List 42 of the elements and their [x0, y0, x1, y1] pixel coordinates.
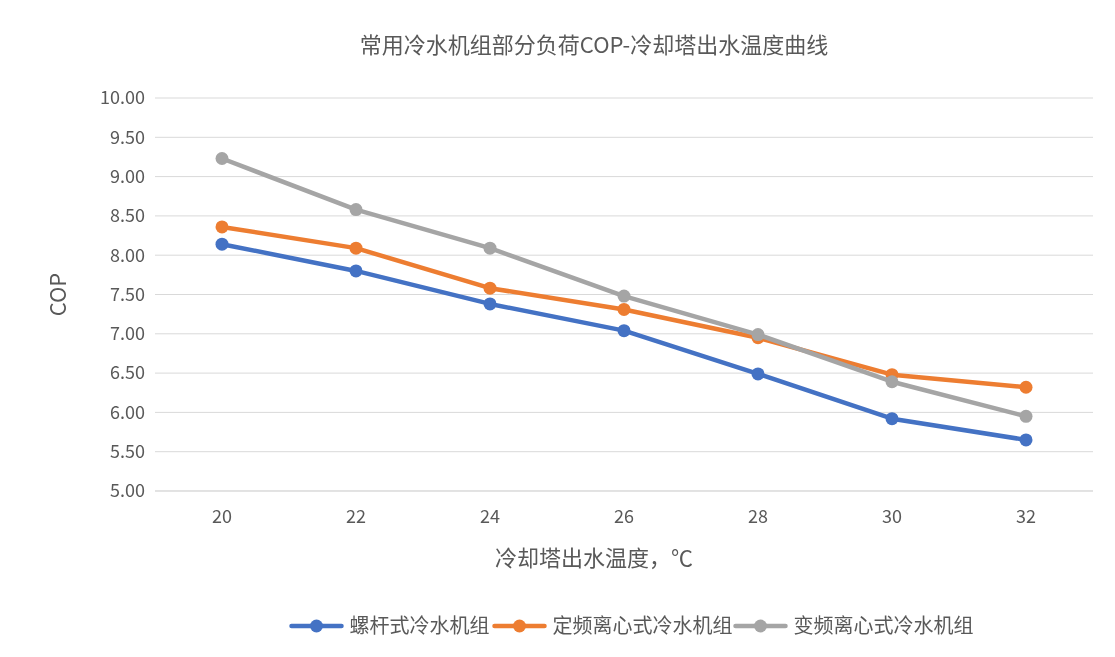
- y-tick-label: 8.50: [110, 201, 145, 228]
- y-tick-label: 5.50: [110, 437, 145, 463]
- y-tick-label: 9.50: [110, 122, 145, 149]
- legend-label: 定频离心式冷水机组: [552, 610, 733, 639]
- x-axis-title: 冷却塔出水温度，℃: [494, 540, 694, 572]
- x-tick-label: 30: [882, 502, 902, 528]
- y-tick-label: 6.00: [110, 397, 145, 424]
- point: [885, 412, 899, 426]
- x-tick-label: 26: [614, 502, 634, 528]
- point: [483, 241, 497, 255]
- point: [617, 324, 631, 338]
- point: [349, 264, 363, 278]
- point: [215, 152, 229, 166]
- y-tick-label: 8.00: [110, 240, 145, 267]
- point: [1019, 433, 1033, 447]
- point: [1019, 380, 1033, 394]
- y-axis-title: COP: [40, 272, 72, 317]
- point: [483, 297, 497, 311]
- y-tick-label: 9.00: [110, 161, 145, 188]
- y-tick-label: 7.00: [110, 319, 145, 346]
- point: [617, 302, 631, 316]
- point: [1019, 409, 1033, 423]
- y-tick-label: 10.00: [100, 83, 146, 110]
- legend-label: 变频离心式冷水机组: [793, 610, 974, 639]
- x-tick-label: 24: [480, 502, 500, 528]
- chart-title: 常用冷水机组部分负荷COP-冷却塔出水温度曲线: [359, 27, 829, 59]
- x-tick-label: 22: [346, 502, 366, 528]
- x-tick-label: 28: [748, 502, 768, 528]
- y-tick-label: 5.00: [110, 476, 145, 503]
- point: [885, 375, 899, 389]
- y-tick-label: 6.50: [110, 358, 145, 385]
- point: [751, 367, 765, 381]
- x-tick-label: 32: [1016, 502, 1036, 528]
- point: [483, 281, 497, 295]
- legend-label: 螺杆式冷水机组: [349, 610, 490, 639]
- point: [617, 289, 631, 303]
- point: [215, 220, 229, 234]
- point: [349, 203, 363, 217]
- point: [349, 241, 363, 255]
- point: [215, 237, 229, 251]
- x-tick-label: 20: [212, 502, 232, 528]
- y-tick-label: 7.50: [110, 279, 145, 306]
